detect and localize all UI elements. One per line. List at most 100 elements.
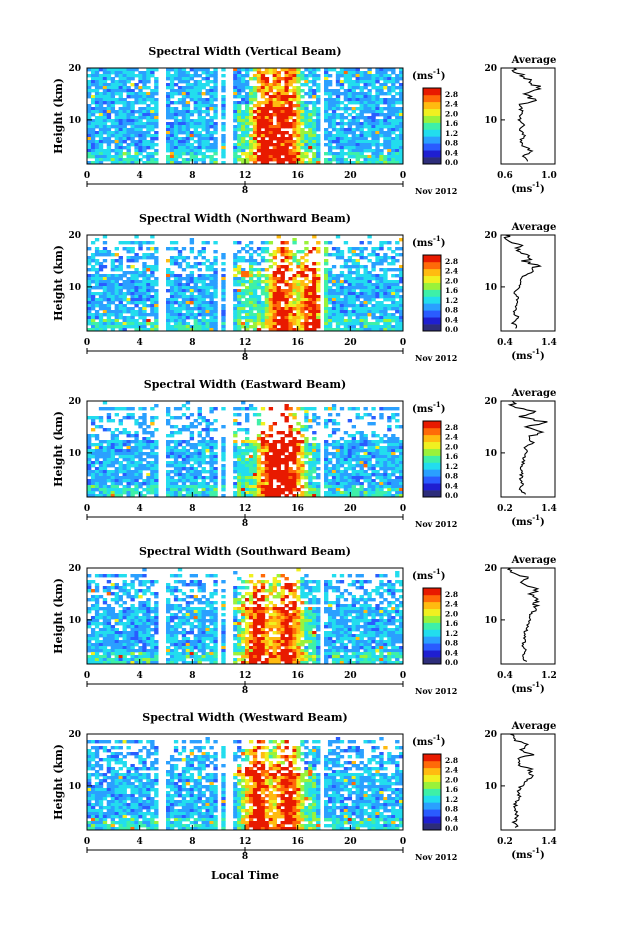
heatmap-cell: [391, 71, 396, 75]
heatmap-cell: [296, 482, 301, 486]
heatmap-cell: [383, 319, 388, 323]
heatmap-cell: [292, 161, 297, 165]
heatmap-cell: [185, 280, 191, 284]
colorbar-swatch: [423, 115, 441, 123]
heatmap-cell: [237, 482, 242, 486]
heatmap-cell: [245, 464, 250, 468]
heatmap-cell: [87, 494, 92, 498]
heatmap-cell: [138, 446, 143, 450]
heatmap-cell: [288, 407, 293, 411]
heatmap-cell: [166, 482, 171, 486]
heatmap-cell: [324, 68, 329, 72]
heatmap-cell: [114, 259, 119, 263]
heatmap-cell: [327, 419, 333, 423]
heatmap-cell: [245, 319, 250, 323]
heatmap-cell: [193, 446, 198, 450]
heatmap-cell: [142, 307, 147, 311]
heatmap-cell: [146, 328, 151, 332]
heatmap-cell: [395, 307, 400, 311]
heatmap-cell: [98, 322, 104, 326]
heatmap-cell: [339, 283, 345, 287]
heatmap-cell: [371, 122, 376, 126]
heatmap-cell: [288, 125, 293, 129]
heatmap-cell: [316, 446, 321, 450]
heatmap-cell: [189, 143, 195, 147]
heatmap-cell: [98, 274, 104, 278]
heatmap-cell: [126, 482, 131, 486]
heatmap-cell: [331, 122, 337, 126]
heatmap-cell: [185, 152, 191, 156]
heatmap-cell: [150, 434, 155, 438]
heatmap-cell: [110, 313, 116, 317]
heatmap-cell: [189, 271, 195, 275]
heatmap-cell: [154, 292, 159, 296]
heatmap-cell: [154, 68, 159, 72]
heatmap-cell: [118, 143, 123, 147]
heatmap-cell: [379, 68, 384, 72]
heatmap-cell: [387, 316, 392, 320]
heatmap-cell: [134, 431, 139, 435]
heatmap-cell: [288, 95, 293, 99]
heatmap-cell: [98, 313, 104, 317]
heatmap-cell: [237, 71, 242, 75]
heatmap-cell: [252, 452, 258, 456]
heatmap-cell: [268, 289, 274, 293]
heatmap-cell: [245, 328, 250, 332]
heatmap-cell: [197, 476, 202, 480]
heatmap-cell: [118, 464, 123, 468]
heatmap-cell: [197, 485, 202, 489]
heatmap-cell: [316, 286, 321, 290]
heatmap-cell: [276, 322, 281, 326]
heatmap-cell: [383, 256, 388, 260]
heatmap-cell: [304, 110, 309, 114]
heatmap-cell: [359, 98, 364, 102]
heatmap-cell: [272, 137, 277, 141]
colorbar-swatch: [423, 310, 441, 318]
heatmap-cell: [197, 131, 202, 135]
heatmap-cell: [371, 140, 376, 144]
heatmap-cell: [181, 146, 187, 150]
heatmap-cell: [391, 313, 396, 317]
heatmap-cell: [308, 128, 313, 132]
heatmap-cell: [106, 491, 112, 495]
heatmap-cell: [241, 116, 246, 120]
heatmap-cell: [359, 116, 364, 120]
heatmap-cell: [280, 488, 285, 492]
heatmap-cell: [276, 470, 281, 474]
heatmap-cell: [268, 310, 274, 314]
average-unit-end: ): [540, 184, 545, 195]
heatmap-cell: [371, 155, 376, 159]
heatmap-cell: [237, 107, 242, 111]
heatmap-cell: [300, 155, 305, 159]
heatmap-cell: [312, 119, 317, 123]
heatmap-cell: [87, 104, 92, 108]
heatmap-cell: [221, 322, 226, 326]
heatmap-cell: [209, 422, 214, 426]
heatmap-cell: [312, 71, 317, 75]
heatmap-cell: [177, 494, 183, 498]
heatmap-cell: [118, 110, 123, 114]
heatmap-cell: [110, 419, 116, 423]
heatmap-cell: [280, 443, 285, 447]
heatmap-cell: [252, 304, 258, 308]
heatmap-cell: [288, 485, 293, 489]
heatmap-cell: [169, 241, 175, 245]
heatmap-cell: [126, 149, 131, 153]
heatmap-cell: [142, 298, 147, 302]
heatmap-cell: [371, 253, 376, 257]
heatmap-cell: [367, 83, 372, 87]
heatmap-cell: [146, 116, 151, 120]
heatmap-cell: [193, 101, 198, 105]
heatmap-cell: [90, 140, 96, 144]
heatmap-cell: [185, 452, 191, 456]
heatmap-cell: [363, 71, 368, 75]
heatmap-cell: [233, 491, 238, 495]
heatmap-cell: [106, 77, 112, 81]
heatmap-cell: [308, 473, 313, 477]
heatmap-cell: [166, 122, 171, 126]
heatmap-cell: [304, 119, 309, 123]
heatmap-cell: [106, 146, 112, 150]
heatmap-cell: [237, 256, 242, 260]
heatmap-cell: [122, 319, 127, 323]
heatmap-cell: [296, 137, 301, 141]
